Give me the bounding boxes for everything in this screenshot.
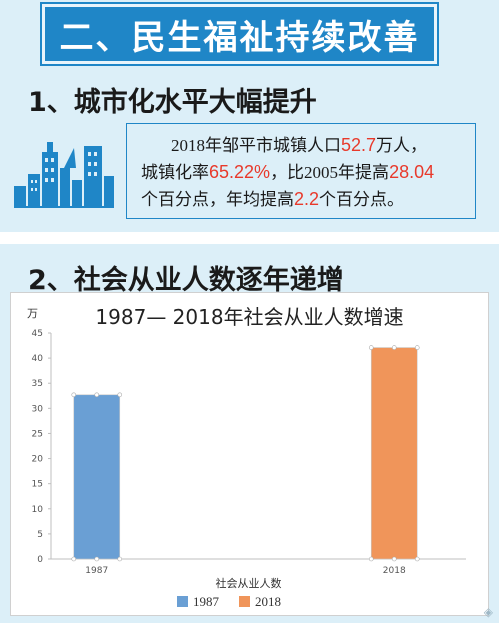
y-axis-unit: 万 [27, 307, 38, 320]
annual-increase-value: 2.2 [294, 189, 320, 209]
urban-population-value: 52.7 [341, 135, 377, 155]
x-axis-label: 社会从业人数 [216, 576, 282, 590]
bar-handle [71, 392, 77, 398]
bar-handle [94, 392, 100, 398]
info-line-1: 2018年邹平市城镇人口52.7万人， [141, 132, 465, 159]
x-tick-label-1987: 1987 [85, 566, 108, 576]
section-1-title: 1、城市化水平大幅提升 [28, 87, 317, 118]
bar-handle [414, 345, 420, 350]
section-divider [0, 232, 499, 244]
bar-handle [94, 556, 100, 562]
banner-title: 二、民生福祉持续改善 [59, 17, 420, 58]
rate-increase-value: 28.04 [389, 162, 435, 182]
y-tick-label: 5 [37, 530, 43, 540]
y-tick-label: 35 [32, 379, 43, 389]
city-skyline-icon [14, 142, 114, 208]
section-2-title: 2、社会从业人数逐年递增 [28, 265, 344, 296]
y-tick-label: 40 [32, 354, 44, 364]
legend-label-2018: 2018 [255, 594, 281, 609]
info-text: 城镇化率 [141, 163, 209, 182]
y-tick-label: 0 [37, 555, 43, 565]
legend-swatch-1987 [177, 596, 188, 607]
info-text: ，比2005年提高 [270, 163, 390, 182]
bar-2018 [370, 347, 418, 560]
info-text: 个百分点，年均提高 [141, 190, 294, 209]
info-text: 2018年邹平市城镇人口 [171, 136, 341, 155]
y-tick-label: 25 [32, 429, 43, 439]
y-tick-label: 10 [32, 505, 44, 515]
employment-chart: 1987— 2018年社会从业人数增速 万 0 5 10 15 20 25 30 35 40 45… [10, 292, 489, 616]
bar-handle [391, 556, 397, 562]
watermark-logo: ◈ [483, 605, 493, 619]
info-line-2: 城镇化率65.22%，比2005年提高28.04 [141, 159, 465, 186]
bar-handle [391, 345, 397, 350]
info-line-3: 个百分点，年均提高2.2个百分点。 [141, 186, 465, 213]
chart-plot-area: 0 5 10 15 20 25 30 35 40 45 1987 2018 社会从业人数 1987 2018 [32, 329, 466, 609]
bar-handle [117, 556, 123, 562]
legend-swatch-2018 [239, 596, 250, 607]
bar-handle [71, 556, 77, 562]
bar-handle [368, 556, 374, 562]
bar-handle [414, 556, 420, 562]
y-tick-label: 30 [32, 404, 44, 414]
x-tick-label-2018: 2018 [383, 566, 406, 576]
urbanization-rate-value: 65.22% [209, 162, 271, 182]
y-tick-label: 20 [32, 455, 44, 465]
bar-handle [117, 392, 123, 398]
y-tick-label: 15 [32, 480, 43, 490]
bar-handle [368, 345, 374, 350]
info-text: 个百分点。 [319, 190, 405, 209]
legend-label-1987: 1987 [193, 594, 220, 609]
y-tick-label: 45 [32, 329, 43, 339]
section-banner: 二、民生福祉持续改善 [40, 2, 439, 66]
bar-1987 [73, 394, 121, 560]
chart-title: 1987— 2018年社会从业人数增速 [95, 305, 404, 329]
info-text: 万人， [376, 136, 428, 155]
urbanization-info-box: 2018年邹平市城镇人口52.7万人， 城镇化率65.22%，比2005年提高2… [126, 123, 476, 219]
